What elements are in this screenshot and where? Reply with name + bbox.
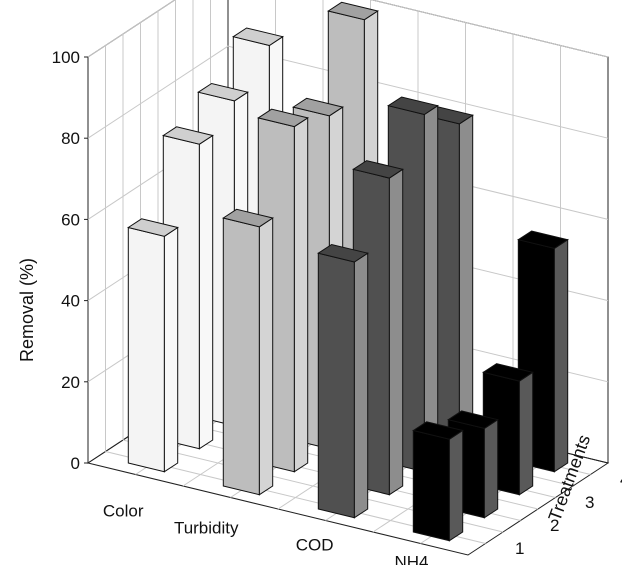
z-tick-label: 4 <box>620 470 622 489</box>
bar-face-top <box>327 1 379 21</box>
bar-face-top <box>517 230 569 249</box>
bar-face-side <box>388 168 404 496</box>
grid-line-value <box>87 45 609 139</box>
bar-face-front <box>317 252 355 519</box>
bar-face-top <box>387 96 439 116</box>
y-tick-label: 100 <box>52 48 80 67</box>
bar-face-side <box>448 429 464 542</box>
category-label: Turbidity <box>174 519 239 538</box>
category-label: NH4 <box>394 553 428 565</box>
bar-face-top <box>222 208 274 228</box>
bar-face-top <box>127 218 179 237</box>
bar-face-side <box>423 104 439 473</box>
bar-face-side <box>518 371 534 496</box>
bar-face-side <box>353 252 369 519</box>
category-label: COD <box>296 536 334 555</box>
bar-turbidity-treatment-1 <box>222 208 274 496</box>
grid-line-value <box>87 0 609 58</box>
y-tick-label: 20 <box>61 373 80 392</box>
z-tick-label: 3 <box>585 493 594 512</box>
bar-face-front <box>222 217 260 496</box>
z-tick-label: 0 <box>480 562 489 565</box>
bar-face-side <box>258 217 274 496</box>
y-tick-label: 80 <box>61 129 80 148</box>
y-tick-label: 0 <box>71 454 80 473</box>
tick-labels: 0 20 40 60 80 100 Color Turbidity COD NH4 0 1 2 3 4 <box>52 48 622 565</box>
bar-face-side <box>198 134 214 450</box>
y-tick-label: 60 <box>61 210 80 229</box>
bar-face-front <box>412 429 450 542</box>
category-label: Color <box>103 502 144 521</box>
bar-face-side <box>163 226 179 473</box>
bar-face-side <box>483 418 499 519</box>
bar-face-top <box>162 126 214 145</box>
bar-nh4-treatment-1 <box>412 421 464 542</box>
y-axis-label: Removal (%) <box>17 258 37 362</box>
bar-nh4-treatment-3 <box>482 363 534 496</box>
bar-face-side <box>458 114 474 450</box>
chart-bars <box>127 1 569 542</box>
bar-face-side <box>553 238 569 473</box>
bar-face-top <box>352 160 404 179</box>
bar-face-top <box>232 27 284 47</box>
bar-face-top <box>317 243 369 263</box>
bar-face-front <box>127 226 165 473</box>
y-tick-label: 40 <box>61 292 80 311</box>
bar-face-side <box>293 116 309 473</box>
bar-cod-treatment-1 <box>317 243 369 519</box>
bar-face-top <box>447 410 499 429</box>
bar-face-top <box>292 97 344 117</box>
bar-color-treatment-1 <box>127 218 179 473</box>
bar-face-top <box>482 363 534 382</box>
z-tick-label: 1 <box>515 539 524 558</box>
bar-face-top <box>197 82 249 102</box>
z-tick-label: 2 <box>550 516 559 535</box>
bar-face-top <box>257 108 309 128</box>
bar-face-top <box>412 421 464 440</box>
